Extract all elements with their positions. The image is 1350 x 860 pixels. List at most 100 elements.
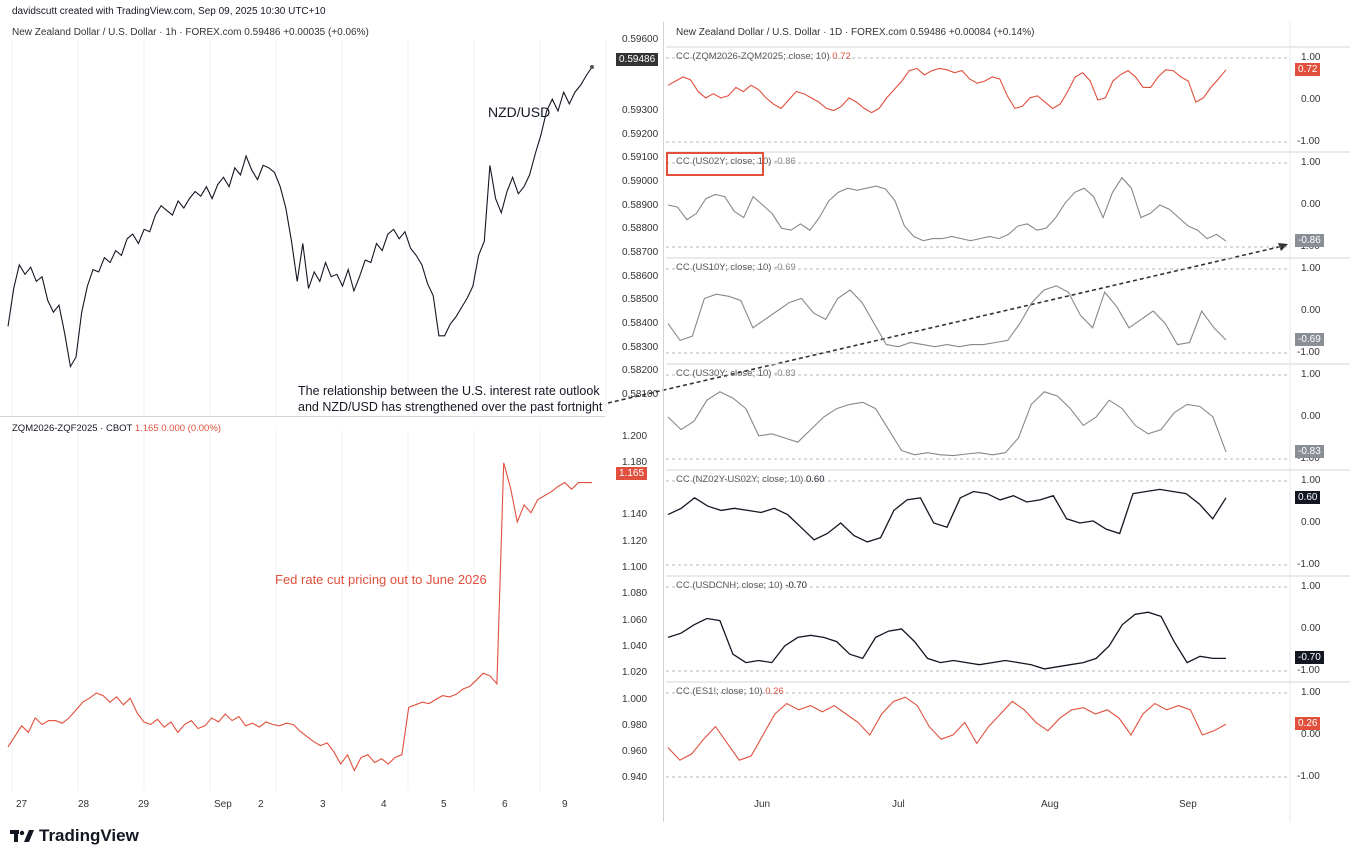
nzdusd-1h-legend: New Zealand Dollar / U.S. Dollar · 1h · … xyxy=(12,27,369,38)
price-tick: 0.980 xyxy=(622,719,648,731)
corr-tick: 1.00 xyxy=(1301,475,1321,486)
pane-legend-value: -0.70 xyxy=(785,580,807,591)
time-tick: 4 xyxy=(381,799,387,810)
price-tick: 1.100 xyxy=(622,562,648,574)
time-tick: Jul xyxy=(892,799,905,810)
corr-tick: 0.00 xyxy=(1301,94,1321,105)
zq-legend-name: ZQM2026-ZQF2025 · CBOT xyxy=(12,423,133,434)
callout-text: The relationship between the U.S. intere… xyxy=(298,383,602,415)
price-tick: 0.58600 xyxy=(622,270,659,282)
pane-divider xyxy=(663,22,664,822)
pane-legend-name: CC (USDCNH; close; 10) xyxy=(676,580,786,591)
us02y-highlight-box xyxy=(666,152,764,176)
time-tick: 29 xyxy=(138,799,150,810)
pane-value-tag: 0.26 xyxy=(1295,717,1321,731)
nzdusd-last-price-tag: 0.59486 xyxy=(616,53,659,66)
price-tick: 0.940 xyxy=(622,772,648,784)
pane-legend: CC (USDCNH; close; 10) -0.70 xyxy=(676,580,807,591)
time-tick: 6 xyxy=(502,799,508,810)
tradingview-logo-text: TradingView xyxy=(39,826,139,845)
corr-tick: -1.00 xyxy=(1297,453,1320,464)
price-tick: 1.020 xyxy=(622,667,648,679)
price-tick: 1.120 xyxy=(622,535,648,547)
price-tick: 0.59200 xyxy=(622,128,659,140)
pane-legend-name: CC (US30Y; close; 10) xyxy=(676,368,775,379)
correlation-line-5 xyxy=(667,611,1226,670)
nzdusd-1h-chart[interactable] xyxy=(0,0,1350,415)
tradingview-logo[interactable]: TradingView xyxy=(10,826,139,846)
price-tick: 1.180 xyxy=(622,456,648,468)
corr-tick: 0.00 xyxy=(1301,729,1321,740)
time-tick: Sep xyxy=(214,799,232,810)
corr-tick: -1.00 xyxy=(1297,136,1320,147)
tradingview-logo-icon xyxy=(10,830,34,842)
zq-legend: ZQM2026-ZQF2025 · CBOT 1.165 0.000 (0.00… xyxy=(12,423,221,434)
pane-value-tag: 0.72 xyxy=(1295,62,1321,76)
pane-legend-name: CC (NZ02Y-US02Y; close; 10) xyxy=(676,474,806,485)
header-credit: davidscutt created with TradingView.com,… xyxy=(12,6,326,17)
time-tick: Sep xyxy=(1179,799,1197,810)
time-tick: 3 xyxy=(320,799,326,810)
left-pane-divider xyxy=(0,416,605,417)
pane-legend-value: -0.86 xyxy=(774,156,796,167)
corr-tick: -1.00 xyxy=(1297,559,1320,570)
price-tick: 0.960 xyxy=(622,746,648,758)
pane-legend-name: CC (US10Y; close; 10) xyxy=(676,262,775,273)
price-tick: 1.060 xyxy=(622,614,648,626)
time-tick: 5 xyxy=(441,799,447,810)
zq-last-price-tag: 1.165 xyxy=(616,467,648,480)
corr-tick: 1.00 xyxy=(1301,581,1321,592)
corr-tick: 1.00 xyxy=(1301,687,1321,698)
corr-tick: 0.00 xyxy=(1301,411,1321,422)
callout-arrow-head xyxy=(1278,243,1288,251)
price-tick: 0.58300 xyxy=(622,341,659,353)
pane-legend-value: 0.60 xyxy=(805,474,825,485)
nzdusd-1d-legend: New Zealand Dollar / U.S. Dollar · 1D · … xyxy=(676,27,1035,38)
nzdusd-line xyxy=(7,66,593,369)
corr-tick: 0.00 xyxy=(1301,623,1321,634)
correlation-line-1 xyxy=(667,176,1227,242)
pane-value-tag: -0.70 xyxy=(1295,651,1324,665)
price-tick: 0.58800 xyxy=(622,223,659,235)
corr-tick: 1.00 xyxy=(1301,52,1321,63)
pane-legend-value: -0.69 xyxy=(774,262,796,273)
price-tick: 0.59000 xyxy=(622,176,659,187)
price-tick: 0.59600 xyxy=(622,34,659,45)
zq-legend-values: 1.165 0.000 (0.00%) xyxy=(134,423,221,434)
time-tick: 2 xyxy=(258,799,264,810)
price-tick: 0.58200 xyxy=(622,365,659,377)
price-tick: 1.000 xyxy=(622,693,648,705)
pane-legend: CC (ZQM2026-ZQM2025; close; 10) 0.72 xyxy=(676,51,851,62)
callout-line-2: and NZD/USD has strengthened over the pa… xyxy=(298,400,603,414)
correlation-line-2 xyxy=(667,285,1227,348)
correlation-line-0 xyxy=(667,67,1227,114)
price-tick: 1.200 xyxy=(622,430,648,442)
corr-tick: 1.00 xyxy=(1301,157,1321,168)
pane-legend-name: CC (ZQM2026-ZQM2025; close; 10) xyxy=(676,51,833,62)
correlation-line-6 xyxy=(667,696,1227,761)
corr-tick: -1.00 xyxy=(1297,771,1320,782)
price-tick: 1.140 xyxy=(622,509,648,521)
time-tick: 9 xyxy=(562,799,568,810)
pane-legend-value: 0.72 xyxy=(832,51,851,62)
pane-legend: CC (US10Y; close; 10) -0.69 xyxy=(676,262,796,273)
corr-tick: 0.00 xyxy=(1301,517,1321,528)
correlation-line-4 xyxy=(667,488,1227,543)
pane-legend-name: CC (US02Y; close; 10) xyxy=(676,156,775,167)
price-tick: 0.58900 xyxy=(622,199,659,211)
time-tick: Jun xyxy=(754,799,771,810)
pane-value-tag: 0.60 xyxy=(1295,490,1321,504)
zq-spread-chart[interactable] xyxy=(0,0,605,800)
time-tick: 28 xyxy=(78,799,90,810)
price-tick: 1.040 xyxy=(622,640,648,652)
corr-tick: -1.00 xyxy=(1297,347,1320,358)
pane-legend-value: 0.26 xyxy=(765,686,784,697)
pane-legend: CC (NZ02Y-US02Y; close; 10) 0.60 xyxy=(676,474,824,485)
nzdusd-annotation: NZD/USD xyxy=(488,104,551,120)
time-tick: 27 xyxy=(16,799,28,810)
pane-value-tag: -0.69 xyxy=(1295,332,1324,346)
pane-value-tag: -0.83 xyxy=(1295,444,1324,458)
pane-legend: CC (US02Y; close; 10) -0.86 xyxy=(676,156,796,167)
callout-arrow xyxy=(607,245,1284,404)
